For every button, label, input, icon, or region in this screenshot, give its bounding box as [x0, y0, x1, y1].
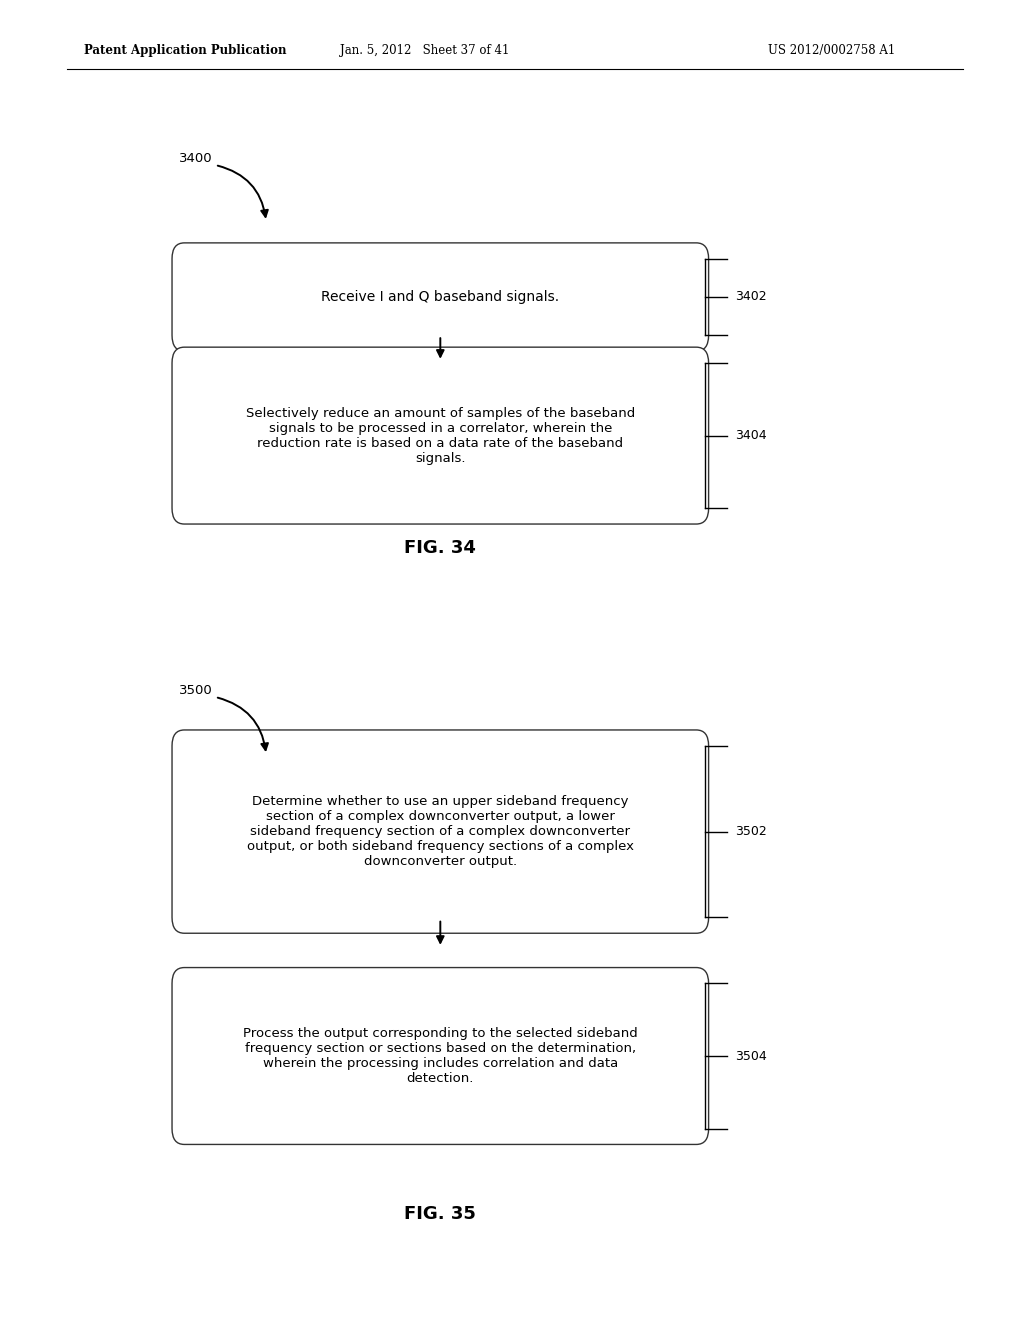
- Text: FIG. 35: FIG. 35: [404, 1205, 476, 1224]
- Text: Process the output corresponding to the selected sideband
frequency section or s: Process the output corresponding to the …: [243, 1027, 638, 1085]
- Text: Determine whether to use an upper sideband frequency
section of a complex downco: Determine whether to use an upper sideba…: [247, 795, 634, 869]
- Text: Receive I and Q baseband signals.: Receive I and Q baseband signals.: [322, 290, 559, 304]
- FancyBboxPatch shape: [172, 968, 709, 1144]
- Text: Selectively reduce an amount of samples of the baseband
signals to be processed : Selectively reduce an amount of samples …: [246, 407, 635, 465]
- Text: 3404: 3404: [735, 429, 767, 442]
- Text: Patent Application Publication: Patent Application Publication: [84, 44, 287, 57]
- Text: US 2012/0002758 A1: US 2012/0002758 A1: [768, 44, 895, 57]
- Text: 3504: 3504: [735, 1049, 767, 1063]
- Text: 3400: 3400: [179, 152, 213, 165]
- FancyBboxPatch shape: [172, 730, 709, 933]
- Text: FIG. 34: FIG. 34: [404, 539, 476, 557]
- Text: 3500: 3500: [179, 684, 213, 697]
- Text: 3502: 3502: [735, 825, 767, 838]
- FancyBboxPatch shape: [172, 243, 709, 351]
- Text: Jan. 5, 2012   Sheet 37 of 41: Jan. 5, 2012 Sheet 37 of 41: [340, 44, 510, 57]
- Text: 3402: 3402: [735, 290, 767, 304]
- FancyBboxPatch shape: [172, 347, 709, 524]
